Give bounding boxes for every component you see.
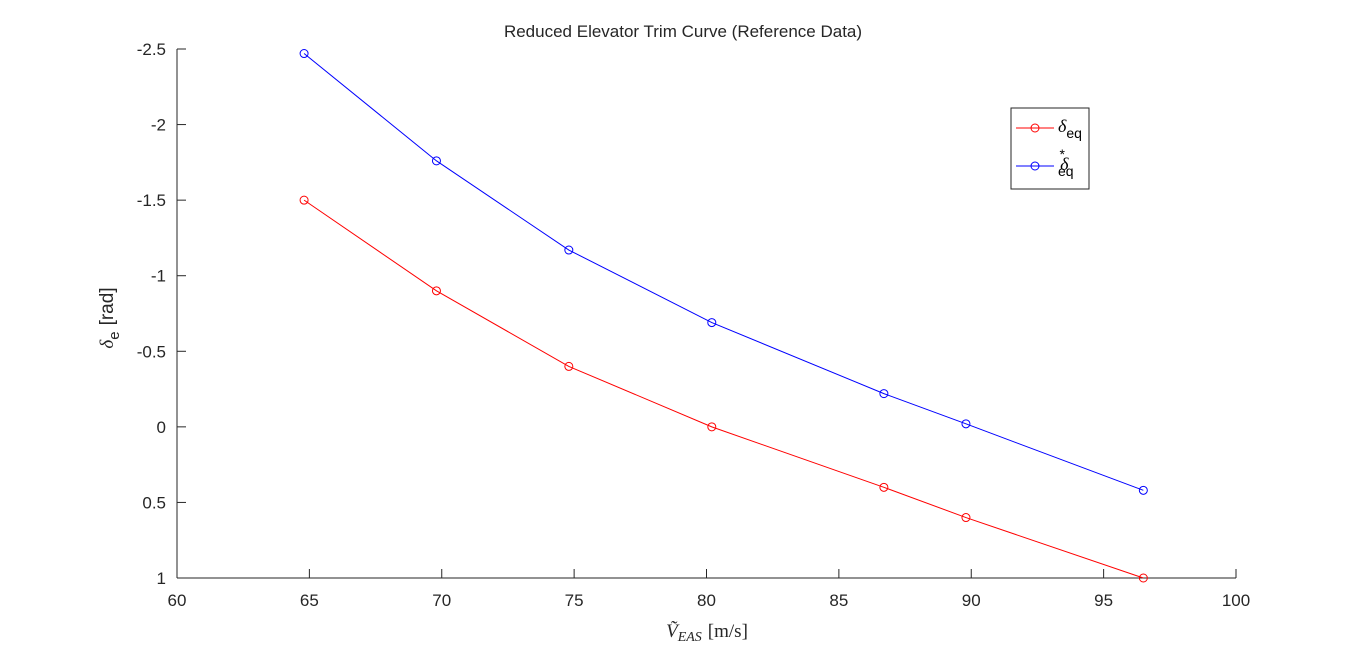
y-tick-label: 0.5 — [142, 493, 166, 512]
data-point — [961, 513, 971, 523]
ticks: 60 65 70 75 80 85 90 95 100 -2.5 -2 -1.5 -1 -0.5 0 0.5 1 — [137, 40, 1250, 610]
series-1 — [299, 49, 1148, 495]
x-axis-label-subscript: EAS — [677, 630, 702, 645]
y-tick-label: -2.5 — [137, 40, 166, 59]
data-point — [431, 156, 441, 166]
y-tick-label: -1 — [151, 267, 166, 286]
x-axis-label-unit: [m/s] — [708, 621, 748, 642]
legend-box — [1010, 107, 1090, 190]
series-0 — [299, 195, 1148, 583]
y-tick-label: -2 — [151, 116, 166, 135]
x-axis-label: ṼEAS [m/s] — [666, 621, 748, 645]
chart-title: Reduced Elevator Trim Curve (Reference D… — [504, 22, 862, 41]
legend-label-delta-eq-star: δ* eq — [1058, 146, 1074, 179]
y-axis-label-unit: [rad] — [97, 287, 118, 325]
data-point — [564, 245, 574, 255]
x-tick-label: 65 — [300, 591, 319, 610]
y-tick-label: -0.5 — [137, 342, 166, 361]
legend-marker-delta-eq-star — [1030, 161, 1040, 171]
x-tick-label: 75 — [565, 591, 584, 610]
data-point — [1138, 573, 1148, 583]
y-axis-label-subscript: e — [106, 331, 123, 339]
x-tick-label: 60 — [168, 591, 187, 610]
x-tick-label: 95 — [1094, 591, 1113, 610]
x-tick-label: 80 — [697, 591, 716, 610]
data-point — [299, 195, 309, 205]
data-point — [299, 49, 309, 59]
legend-label-delta-eq: δeq — [1058, 116, 1082, 141]
data-point — [879, 482, 889, 492]
x-tick-label: 85 — [829, 591, 848, 610]
x-axis-label-symbol: Ṽ — [666, 621, 680, 642]
x-tick-label: 100 — [1222, 591, 1250, 610]
data-point — [879, 389, 889, 399]
series-line-0 — [303, 199, 1144, 579]
y-tick-label: -1.5 — [137, 191, 166, 210]
data-point — [707, 318, 717, 328]
y-axis-label: δe [rad] — [97, 287, 123, 348]
series-layer — [299, 49, 1148, 583]
series-line-1 — [303, 53, 1144, 491]
legend-entry-delta-eq: δeq — [1016, 116, 1082, 141]
data-point — [564, 361, 574, 371]
x-tick-label: 90 — [962, 591, 981, 610]
legend-entry-delta-eq-star: δ* eq — [1016, 146, 1074, 179]
legend: δeq δ* eq — [1010, 107, 1090, 190]
legend-marker-delta-eq — [1030, 123, 1040, 133]
y-axis-label-symbol: δ — [97, 339, 118, 349]
data-point — [961, 419, 971, 429]
data-point — [431, 286, 441, 296]
x-tick-label: 70 — [432, 591, 451, 610]
data-point — [707, 422, 717, 432]
y-tick-label: 1 — [157, 569, 166, 588]
data-point — [1138, 485, 1148, 495]
y-tick-label: 0 — [157, 418, 166, 437]
